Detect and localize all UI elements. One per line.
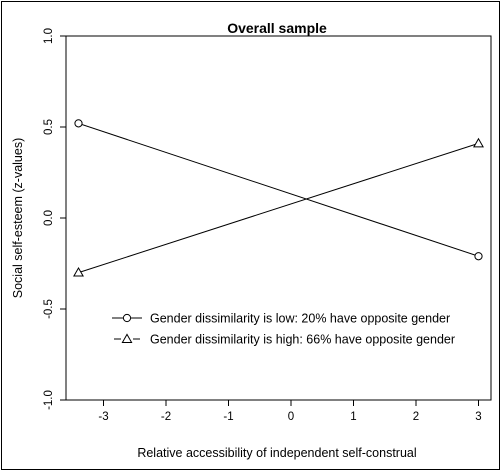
data-point: [123, 314, 130, 321]
data-point: [474, 139, 483, 147]
legend-item: Gender dissimilarity is low: 20% have op…: [112, 312, 450, 326]
series-circle: [75, 120, 482, 260]
x-tick-label: 1: [350, 411, 356, 423]
legend-label: Gender dissimilarity is low: 20% have op…: [150, 312, 450, 326]
y-tick-label: 1.0: [43, 28, 55, 44]
y-tick-label: -1.0: [43, 390, 55, 410]
y-tick-label: 0.5: [43, 119, 55, 135]
data-point: [75, 120, 82, 127]
series-triangle: [74, 139, 483, 276]
x-tick-label: -3: [98, 411, 108, 423]
x-tick-label: 2: [413, 411, 419, 423]
x-axis-label: Relative accessibility of independent se…: [137, 446, 416, 460]
series-line: [79, 143, 479, 272]
x-tick-label: 3: [475, 411, 481, 423]
data-point: [475, 253, 482, 260]
y-axis: -1.0 -0.5 0.0 0.5 1.0: [43, 28, 66, 410]
data-point: [122, 334, 131, 342]
legend-item: Gender dissimilarity is high: 66% have o…: [114, 333, 455, 347]
x-axis: -3 -2 -1 0 1 2 3: [98, 400, 481, 423]
x-tick-label: -2: [161, 411, 171, 423]
legend: Gender dissimilarity is low: 20% have op…: [112, 312, 455, 347]
x-tick-label: 0: [288, 411, 294, 423]
y-tick-label: 0.0: [43, 210, 55, 226]
y-axis-label: Social self-esteem (z-values): [11, 138, 25, 298]
x-tick-label: -1: [223, 411, 233, 423]
chart-title: Overall sample: [227, 20, 327, 36]
y-tick-label: -0.5: [43, 299, 55, 319]
series-layer: [74, 120, 483, 276]
series-line: [79, 123, 479, 256]
legend-label: Gender dissimilarity is high: 66% have o…: [150, 333, 455, 347]
